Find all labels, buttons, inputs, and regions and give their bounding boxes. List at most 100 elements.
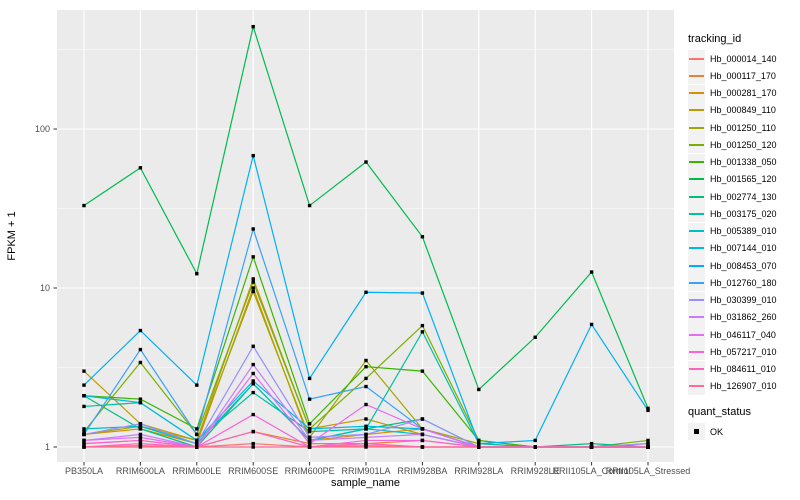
x-tick-label: PB350LA <box>65 466 103 476</box>
legend-key-line-icon <box>688 101 705 119</box>
data-point <box>364 364 368 369</box>
data-point <box>307 441 312 446</box>
data-point <box>646 408 650 413</box>
data-point <box>138 435 143 440</box>
legend-label: Hb_001250_120 <box>710 139 777 150</box>
data-point <box>138 427 143 431</box>
legend-label: Hb_000281_170 <box>710 88 777 99</box>
data-point <box>477 445 481 449</box>
legend-label: Hb_057217_010 <box>710 346 777 357</box>
legend-key-square-icon <box>688 423 705 441</box>
data-point <box>307 397 312 401</box>
legend-label: Hb_001565_120 <box>710 174 777 185</box>
legend-item-Hb_001565_120: Hb_001565_120 <box>688 170 800 188</box>
data-point <box>364 424 368 428</box>
legend-key-line-icon <box>688 360 705 378</box>
data-point <box>251 153 255 158</box>
legend-item-Hb_126907_010: Hb_126907_010 <box>688 377 800 395</box>
data-point <box>138 397 143 401</box>
legend-label: Hb_005389_010 <box>710 226 777 237</box>
data-point <box>420 445 425 449</box>
x-axis-title: sample_name <box>330 477 401 489</box>
data-point <box>82 432 86 437</box>
legend-quant-status-block: quant_status OK <box>688 405 800 441</box>
legend-item-Hb_031862_260: Hb_031862_260 <box>688 308 800 326</box>
data-point <box>138 422 143 426</box>
data-point <box>195 445 199 449</box>
data-point <box>251 441 255 446</box>
data-point <box>364 384 368 389</box>
data-point <box>420 427 425 431</box>
data-point <box>138 445 143 449</box>
data-point <box>138 360 143 365</box>
data-point <box>251 344 255 348</box>
data-point <box>646 406 650 411</box>
data-point <box>251 255 255 259</box>
data-point <box>251 286 255 290</box>
x-tick-label: RRIM600LA <box>116 466 165 476</box>
data-point <box>251 390 255 395</box>
legend-key-line-icon <box>688 274 705 292</box>
data-point <box>589 441 594 446</box>
data-point <box>195 272 199 276</box>
legend-label: Hb_003175_020 <box>710 208 777 219</box>
data-point <box>364 402 368 407</box>
data-point <box>533 438 537 443</box>
legend-label: Hb_031862_260 <box>710 312 777 323</box>
data-point <box>364 417 368 421</box>
data-point <box>195 427 199 431</box>
legend-key-line-icon <box>688 257 705 275</box>
data-point <box>364 427 368 431</box>
legend-label: Hb_000014_140 <box>710 53 777 64</box>
data-point <box>82 383 86 387</box>
legend-key-line-icon <box>688 119 705 137</box>
data-point <box>82 429 86 434</box>
legend-label: Hb_000117_170 <box>710 70 776 81</box>
legend-label: Hb_001338_050 <box>710 157 777 168</box>
legend-item-Hb_003175_020: Hb_003175_020 <box>688 205 800 223</box>
data-point <box>307 203 312 208</box>
data-point <box>589 445 594 449</box>
legend-item-Hb_001250_110: Hb_001250_110 <box>688 119 800 137</box>
data-point <box>195 383 199 387</box>
data-point <box>307 422 312 426</box>
y-tick-label: 10 <box>40 283 50 293</box>
legend-label: Hb_012760_180 <box>710 277 777 288</box>
legend-key-line-icon <box>688 170 705 188</box>
data-point <box>477 441 481 446</box>
legend-key-line-icon <box>688 291 705 309</box>
data-point <box>420 417 425 421</box>
data-point <box>364 445 368 449</box>
y-axis-title: FPKM + 1 <box>6 211 18 261</box>
data-point <box>251 445 255 449</box>
legend-label: Hb_007144_010 <box>710 243 777 254</box>
data-point <box>364 160 368 164</box>
data-point <box>646 438 650 443</box>
legend-label: Hb_000849_110 <box>710 105 776 116</box>
x-tick-label: RRIM901LA <box>341 466 390 476</box>
data-point <box>138 432 143 437</box>
y-tick-label: 100 <box>35 124 50 134</box>
data-point <box>251 412 255 417</box>
legend-key-line-icon <box>688 222 705 240</box>
data-point <box>364 290 368 294</box>
legend-label: Hb_001250_110 <box>710 122 776 133</box>
data-point <box>82 203 86 208</box>
x-tick-label: RRIM928LA <box>454 466 503 476</box>
legend-item-Hb_000281_170: Hb_000281_170 <box>688 84 800 102</box>
data-point <box>307 376 312 381</box>
legend-item-Hb_000014_140: Hb_000014_140 <box>688 50 800 68</box>
data-point <box>82 427 86 431</box>
data-point <box>420 235 425 239</box>
data-point <box>251 227 255 231</box>
data-point <box>82 441 86 446</box>
legend-key-line-icon <box>688 153 705 171</box>
data-point <box>364 438 368 443</box>
data-point <box>195 441 199 446</box>
data-point <box>138 400 143 405</box>
data-point <box>82 404 86 409</box>
legend-items-tracking-id: Hb_000014_140 Hb_000117_170 Hb_000281_170 H… <box>688 50 800 395</box>
x-tick-label: RRIM600PE <box>285 466 335 476</box>
